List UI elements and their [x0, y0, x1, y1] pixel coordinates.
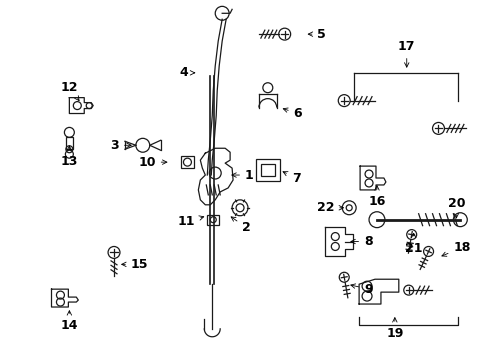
Bar: [256, 159, 280, 181]
Text: 6: 6: [283, 107, 302, 120]
Text: 14: 14: [61, 311, 78, 332]
Text: 15: 15: [122, 258, 148, 271]
Text: 21: 21: [405, 233, 422, 255]
Text: 7: 7: [283, 171, 300, 185]
Text: 22: 22: [317, 201, 343, 214]
Text: 10: 10: [138, 156, 167, 168]
Text: 5: 5: [308, 28, 326, 41]
Text: 17: 17: [398, 40, 416, 67]
Text: 8: 8: [351, 235, 373, 248]
Bar: [180, 156, 195, 168]
Text: 18: 18: [442, 241, 471, 256]
Text: 9: 9: [351, 283, 373, 296]
Text: 1: 1: [232, 168, 254, 181]
Text: 13: 13: [61, 146, 78, 168]
Text: 4: 4: [180, 66, 195, 79]
Text: 16: 16: [368, 186, 386, 208]
Text: 3: 3: [110, 139, 131, 152]
Text: 11: 11: [178, 215, 204, 228]
Text: 2: 2: [231, 217, 251, 234]
Bar: [66, 137, 73, 149]
Text: 12: 12: [61, 81, 79, 100]
Text: 19: 19: [386, 318, 404, 340]
Bar: [207, 215, 219, 225]
Text: 20: 20: [447, 197, 465, 218]
Bar: [261, 164, 275, 176]
